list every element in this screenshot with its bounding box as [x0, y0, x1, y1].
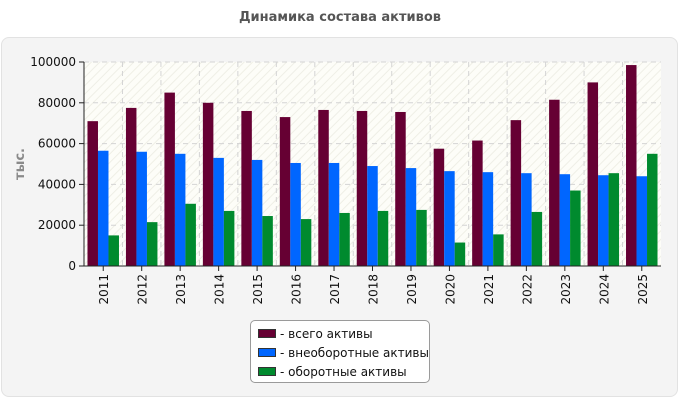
y-tick-label: 40000 [38, 177, 76, 191]
bar [647, 153, 658, 266]
x-tick-label: 2021 [482, 274, 496, 305]
x-tick-label: 2025 [636, 274, 650, 305]
bar [559, 174, 571, 266]
bar [598, 175, 609, 266]
bar [405, 168, 417, 266]
x-tick-label: 2015 [251, 274, 265, 305]
legend-item: - всего активы [258, 324, 429, 343]
bar [251, 159, 263, 266]
bar [328, 162, 340, 266]
bar [146, 222, 158, 266]
bar [510, 120, 522, 266]
bar [626, 65, 637, 266]
bar [587, 82, 599, 267]
y-tick-label: 60000 [38, 137, 76, 151]
x-tick-label: 2019 [405, 274, 419, 305]
bar [636, 176, 648, 266]
legend-swatch [258, 367, 276, 376]
x-tick-label: 2013 [174, 274, 188, 305]
chart-title: Динамика состава активов [238, 10, 442, 25]
bar [570, 190, 581, 266]
chart-legend: - всего активы - внеоборотные активы - о… [250, 320, 430, 383]
bar [87, 121, 98, 266]
bar [318, 109, 329, 266]
bar [213, 157, 224, 266]
bar [339, 212, 350, 266]
bar [608, 173, 620, 266]
bar [300, 219, 312, 266]
bar [174, 153, 186, 266]
legend-item: - внеоборотные активы [258, 343, 429, 362]
bar [377, 210, 389, 266]
bar [290, 162, 301, 266]
bar [97, 150, 109, 266]
legend-label: - оборотные активы [280, 364, 407, 379]
bar [262, 216, 273, 266]
x-tick-label: 2017 [328, 274, 342, 305]
x-tick-label: 2012 [136, 274, 150, 305]
bar [444, 171, 455, 266]
x-tick-label: 2022 [520, 274, 534, 305]
y-tick-label: 100000 [30, 55, 76, 69]
x-tick-label: 2011 [97, 274, 111, 305]
bar [108, 235, 119, 266]
x-tick-label: 2024 [597, 274, 611, 305]
x-tick-label: 2018 [367, 274, 381, 305]
y-axis-title: тыс. [13, 148, 28, 180]
bar [125, 107, 137, 267]
bar [367, 166, 378, 266]
bar [416, 209, 427, 266]
x-tick-label: 2023 [559, 274, 573, 305]
y-tick-label: 80000 [38, 96, 76, 110]
bar [136, 151, 147, 266]
bar [472, 140, 483, 266]
y-tick-label: 0 [68, 259, 76, 273]
x-tick-label: 2020 [443, 274, 457, 305]
bar [531, 211, 543, 266]
legend-label: - всего активы [280, 326, 373, 341]
legend-item: - оборотные активы [258, 362, 429, 381]
bar [202, 102, 214, 266]
bar [164, 92, 175, 266]
bar [454, 242, 466, 266]
bar [356, 110, 368, 267]
bar [395, 111, 406, 266]
x-tick-label: 2016 [290, 274, 304, 305]
bar [185, 203, 196, 266]
legend-swatch [258, 348, 276, 357]
x-tick-label: 2014 [213, 274, 227, 305]
bar [549, 99, 560, 267]
bar [241, 110, 252, 267]
bar [493, 234, 504, 266]
legend-label: - внеоборотные активы [280, 345, 429, 360]
bar [279, 117, 291, 266]
bar [521, 173, 532, 266]
legend-swatch [258, 329, 276, 338]
bar [433, 148, 445, 266]
bar [482, 172, 494, 266]
bar [223, 210, 235, 266]
y-tick-label: 20000 [38, 218, 76, 232]
